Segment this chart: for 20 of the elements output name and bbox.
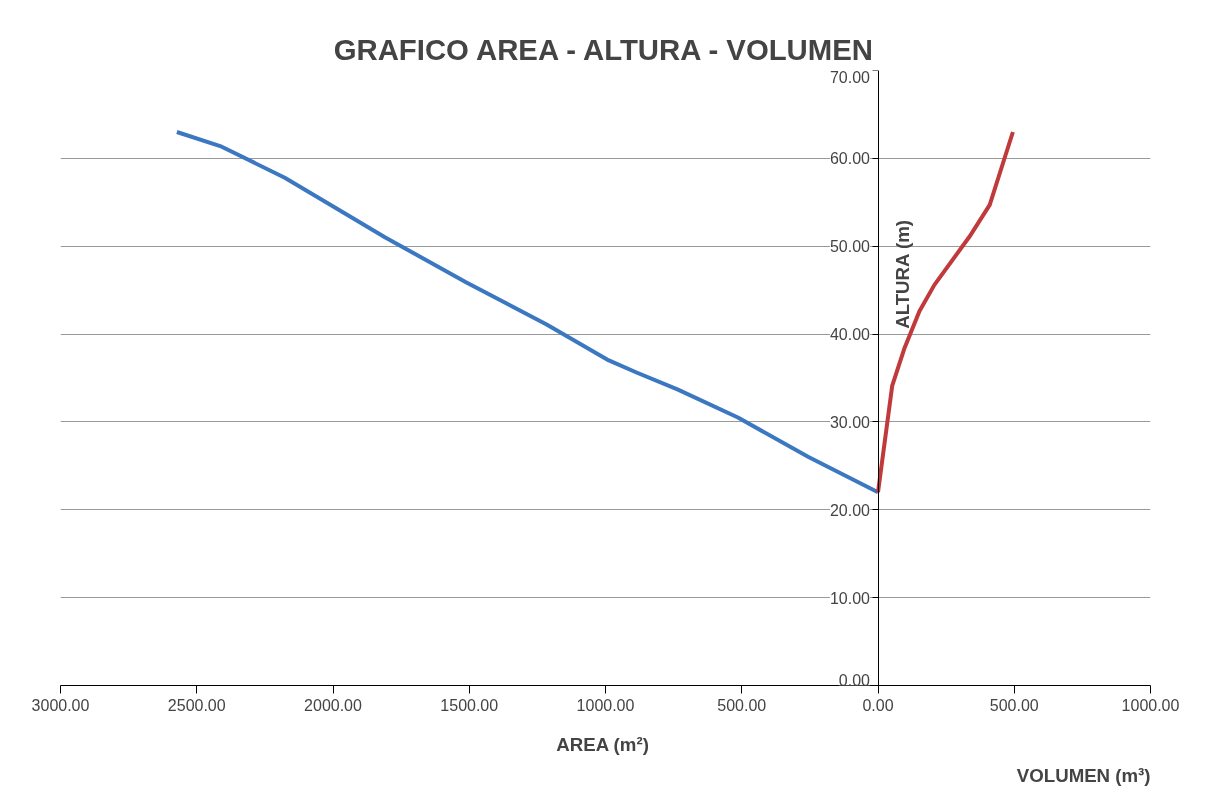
x-tick-label: 0.00 [862, 696, 894, 714]
x-axis-title: AREA (m²) [556, 733, 649, 755]
x-tick-label: 1000.00 [1121, 696, 1180, 714]
text: VOLUMEN (m³) [1016, 764, 1151, 786]
y-tick-label: 60.00 [829, 150, 871, 168]
x-tick-label: 2000.00 [304, 696, 363, 714]
x-tick-label: 2500.00 [167, 696, 226, 714]
x-tick-label: 500.00 [717, 696, 767, 714]
y-tick-label: 50.00 [829, 238, 871, 256]
y-tick-label: 20.00 [829, 501, 871, 519]
y-axis-title: ALTURA (m) [892, 219, 913, 329]
y-tick-label: 30.00 [829, 413, 871, 431]
x-tick-label: 1500.00 [440, 696, 499, 714]
chart-title: GRAFICO AREA - ALTURA - VOLUMEN [333, 32, 873, 66]
y-tick-label: 70.00 [829, 68, 871, 86]
x-tick-label: 1000.00 [576, 696, 635, 714]
y-tick-label: 10.00 [829, 589, 871, 607]
y-tick-label: 40.00 [829, 326, 871, 344]
x-tick-label: 500.00 [989, 696, 1039, 714]
x-tick-label: 3000.00 [31, 696, 90, 714]
